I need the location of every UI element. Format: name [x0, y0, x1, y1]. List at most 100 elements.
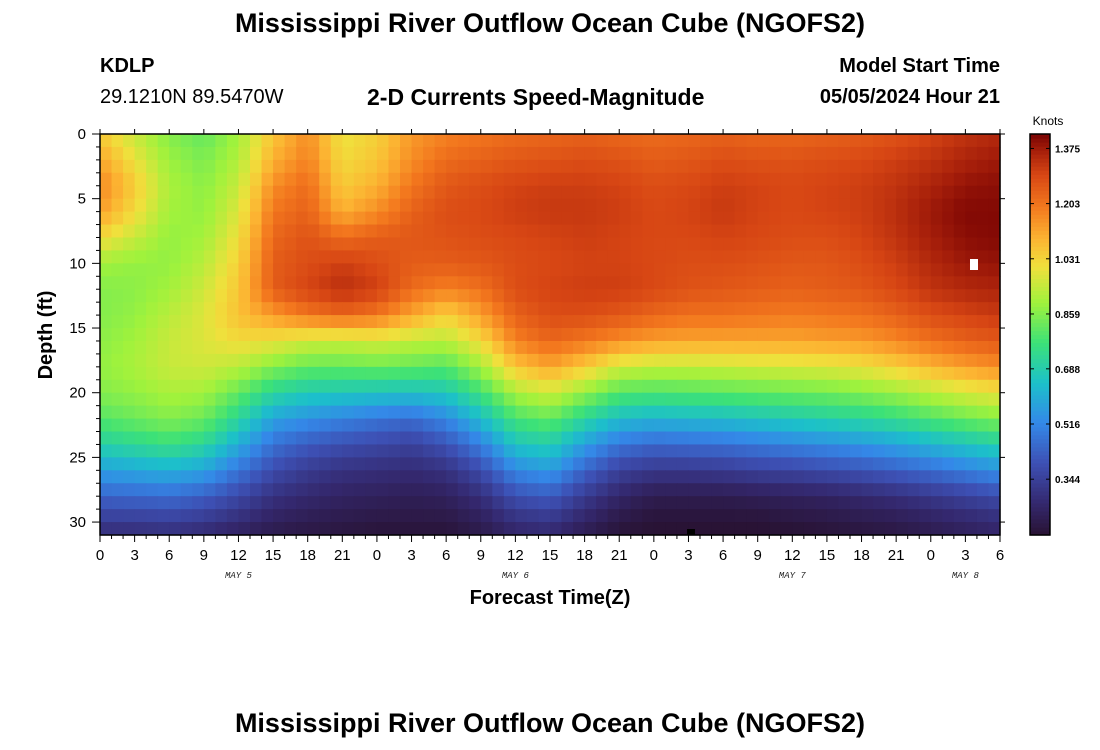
heatmap-cell: [169, 340, 182, 355]
heatmap-cell: [376, 496, 390, 510]
heatmap-cell: [388, 302, 401, 316]
heatmap-cell: [515, 379, 528, 394]
heatmap-cell: [976, 263, 990, 277]
heatmap-cell: [746, 366, 759, 381]
heatmap-cell: [607, 496, 620, 510]
heatmap-cell: [192, 392, 205, 407]
heatmap-cell: [203, 263, 216, 277]
x-tick-label: 12: [230, 547, 247, 564]
heatmap-cell: [146, 198, 159, 213]
heatmap-cell: [111, 392, 124, 407]
heatmap-cell: [100, 444, 113, 458]
heatmap-cell: [746, 250, 759, 264]
colorbar-segment: [1030, 370, 1050, 376]
heatmap-cell: [469, 392, 482, 407]
heatmap-cell: [503, 172, 516, 187]
heatmap-cell: [942, 134, 955, 148]
heatmap-cell: [803, 276, 816, 290]
heatmap-cell: [273, 483, 286, 497]
heatmap-cell: [215, 315, 228, 329]
heatmap-cell: [296, 172, 309, 187]
heatmap-cell: [526, 237, 540, 252]
heatmap-cell: [907, 509, 920, 523]
heatmap-cell: [388, 366, 401, 381]
heatmap-cell: [630, 353, 643, 368]
heatmap-cell: [826, 159, 840, 174]
heatmap-cell: [930, 211, 943, 226]
heatmap-cell: [169, 276, 182, 290]
heatmap-cell: [803, 392, 816, 407]
heatmap-cell: [550, 366, 563, 381]
heatmap-cell: [769, 405, 782, 420]
heatmap-cell: [803, 379, 816, 394]
heatmap-cell: [226, 185, 240, 200]
heatmap-cell: [123, 496, 136, 510]
heatmap-cell: [723, 509, 736, 523]
heatmap-cell: [561, 185, 574, 200]
heatmap-cell: [180, 353, 193, 368]
heatmap-cell: [965, 198, 978, 213]
heatmap-cell: [803, 146, 816, 161]
heatmap-cell: [965, 366, 978, 381]
heatmap-cell: [642, 224, 655, 239]
colorbar-segment: [1030, 470, 1050, 476]
heatmap-cell: [330, 250, 343, 264]
heatmap-cell: [330, 302, 343, 316]
heatmap-cell: [734, 211, 747, 226]
colorbar-segment: [1030, 410, 1050, 416]
heatmap-cell: [169, 509, 182, 523]
heatmap-cell: [884, 483, 897, 497]
heatmap-cell: [584, 457, 597, 471]
heatmap-cell: [884, 470, 897, 484]
heatmap-cell: [446, 302, 459, 316]
heatmap-cell: [896, 263, 909, 277]
heatmap-cell: [803, 444, 816, 458]
heatmap-cell: [619, 172, 632, 187]
heatmap-cell: [515, 483, 528, 497]
heatmap-cell: [907, 289, 920, 303]
heatmap-cell: [584, 353, 597, 368]
heatmap-cell: [965, 302, 978, 316]
heatmap-cell: [376, 366, 390, 381]
colorbar-tick-label: 1.031: [1055, 255, 1080, 266]
heatmap-cell: [434, 289, 447, 303]
heatmap-cell: [434, 276, 447, 290]
heatmap-cell: [526, 340, 540, 355]
heatmap-cell: [411, 457, 424, 471]
heatmap-cell: [203, 224, 216, 239]
heatmap-cell: [884, 353, 897, 368]
heatmap-cell: [907, 522, 920, 536]
heatmap-cell: [780, 315, 793, 329]
heatmap-cell: [238, 237, 251, 252]
heatmap-cell: [665, 379, 678, 394]
heatmap-cell: [780, 276, 793, 290]
heatmap-cell: [988, 457, 1001, 471]
heatmap-cell: [134, 522, 147, 536]
heatmap-cell: [526, 353, 540, 368]
heatmap-cell: [111, 185, 124, 200]
heatmap-cell: [261, 496, 274, 510]
heatmap-cell: [480, 379, 493, 394]
heatmap-cell: [515, 444, 528, 458]
heatmap-cell: [330, 159, 343, 174]
heatmap-cell: [180, 340, 193, 355]
heatmap-cell: [907, 328, 920, 342]
heatmap-cell: [919, 224, 932, 239]
heatmap-cell: [826, 340, 840, 355]
heatmap-cell: [250, 302, 263, 316]
heatmap-cell: [538, 289, 551, 303]
heatmap-cell: [330, 315, 343, 329]
heatmap-cell: [769, 250, 782, 264]
colorbar-segment: [1030, 134, 1050, 139]
heatmap-cell: [480, 470, 493, 484]
heatmap-cell: [838, 444, 851, 458]
heatmap-cell: [111, 237, 124, 252]
heatmap-cell: [411, 509, 424, 523]
heatmap-cell: [273, 328, 286, 342]
heatmap-cell: [976, 509, 990, 523]
heatmap-cell: [123, 185, 136, 200]
heatmap-cell: [146, 224, 159, 239]
heatmap-cell: [550, 276, 563, 290]
heatmap-cell: [123, 172, 136, 187]
heatmap-cell: [884, 328, 897, 342]
